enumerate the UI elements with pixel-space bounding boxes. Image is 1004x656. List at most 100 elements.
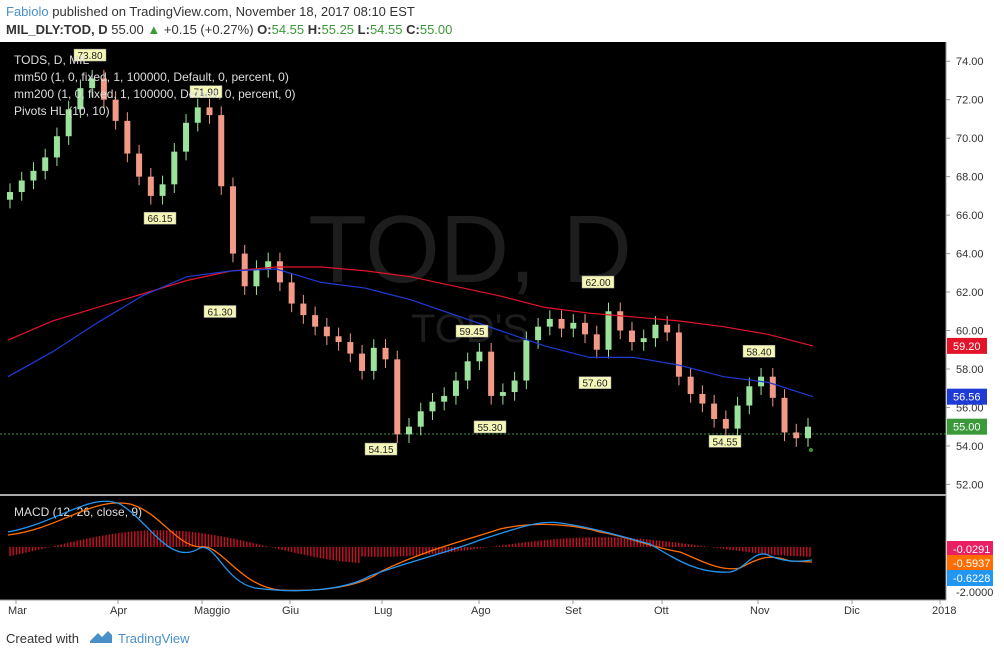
up-arrow-icon: ▲ (147, 22, 161, 37)
pivot-box (578, 376, 612, 389)
time-axis[interactable] (0, 600, 946, 620)
author-link[interactable]: Fabiolo (6, 4, 49, 19)
candle-body (335, 336, 342, 343)
price-label-box (947, 388, 987, 405)
footer: Created with TradingView (0, 620, 1004, 656)
candle-body (65, 109, 72, 137)
ohlc-line: MIL_DLY:TOD, D 55.00 ▲ +0.15 (+0.27%) O:… (6, 22, 452, 37)
legend-mm200[interactable]: mm200 (1, 0, fixed, 1, 100000, Default, … (14, 87, 296, 101)
time-tick-label: Mar (8, 605, 27, 617)
macd-value-box (947, 570, 993, 586)
candle-body (147, 176, 154, 196)
candle-body (42, 157, 49, 171)
price-tick-label: 74.00 (956, 56, 984, 68)
macd-legend[interactable]: MACD (12, 26, close, 9) (14, 505, 142, 519)
pivot-label: 62.00 (585, 278, 610, 289)
pivot-label: 54.55 (712, 437, 737, 448)
symbol: MIL_DLY:TOD, D (6, 22, 108, 37)
candle-body (558, 318, 565, 329)
candle-body (617, 311, 624, 331)
macd-value-labels: -0.0291 -0.5937 -0.6228 (947, 541, 993, 586)
price-axis[interactable] (946, 42, 1004, 620)
candle-body (476, 351, 483, 362)
pivot-label: 58.40 (746, 347, 771, 358)
candle-body (746, 386, 753, 406)
legend-mm50[interactable]: mm50 (1, 0, fixed, 1, 100000, Default, 0… (14, 70, 289, 84)
candle-body (100, 78, 107, 100)
pivot-label: 55.30 (477, 423, 502, 434)
macd-histogram (9, 530, 811, 564)
candle-body (300, 303, 307, 316)
candles (7, 69, 811, 447)
candle-body (605, 311, 612, 350)
candle-body (769, 376, 776, 398)
tradingview-link[interactable]: TradingView (118, 631, 190, 646)
candle-body (417, 411, 424, 427)
pivot-box (143, 211, 177, 225)
pivot-label: 61.30 (207, 308, 232, 319)
pivot-label: 57.60 (582, 379, 607, 390)
candle-body (18, 180, 25, 193)
close-value: 55.00 (419, 22, 453, 37)
pivot-box (742, 345, 776, 358)
candle-body (546, 318, 553, 327)
legend-pivots[interactable]: Pivots HL (10, 10) (14, 104, 110, 118)
price-tick-label: 70.00 (956, 133, 984, 145)
pivot-label: 59.45 (459, 327, 484, 338)
publish-info: Fabiolo published on TradingView.com, No… (6, 4, 415, 19)
pivot-box (364, 442, 398, 456)
macd-value-text: -0.5937 (953, 558, 990, 570)
candle-body (734, 405, 741, 429)
price-label-text: 55.00 (953, 422, 981, 434)
time-tick-label: Dic (844, 605, 860, 617)
candle-body (793, 432, 800, 439)
candle-body (687, 376, 694, 394)
low-value: 54.55 (369, 22, 403, 37)
candle-body (394, 359, 401, 435)
candle-body (112, 99, 119, 121)
candle-body (523, 340, 530, 381)
candle-body (464, 361, 471, 381)
candle-body (593, 334, 600, 350)
chart-header: Fabiolo published on TradingView.com, No… (0, 0, 1004, 42)
macd-value-text: -0.6228 (953, 573, 990, 585)
pivot-box (73, 48, 107, 62)
pivot-box (189, 85, 223, 98)
candle-body (382, 347, 389, 360)
candle-body (652, 324, 659, 339)
candle-body (276, 261, 283, 283)
price-tick-label: 58.00 (956, 364, 984, 376)
macd-value-box (947, 541, 993, 557)
candle-body (406, 426, 412, 435)
candle-body (499, 392, 506, 396)
pivot-label: 54.15 (368, 445, 393, 456)
tradingview-logo-icon[interactable] (88, 629, 114, 650)
last-price: 55.00 (111, 22, 144, 37)
time-ticks: Mar Apr Maggio Giu Lug Ago Set Ott Nov Dic 2018 (8, 600, 956, 617)
time-tick-label: Ott (654, 605, 669, 617)
candle-body (805, 426, 811, 439)
candle-body (89, 78, 96, 89)
legend: TODS, D, MIL mm50 (1, 0, fixed, 1, 10000… (14, 53, 296, 118)
candle-body (628, 330, 635, 343)
price-tick-label: 64.00 (956, 249, 984, 261)
candle-body (265, 261, 272, 269)
candle-body (159, 184, 166, 196)
price-ticks: 52.00 54.00 56.00 58.00 60.00 62.00 64.00 66.00… (946, 56, 984, 491)
price-tick-label: 72.00 (956, 95, 984, 107)
macd-line (7, 500, 813, 592)
candle-body (699, 393, 706, 404)
candle-body (664, 324, 671, 333)
candle-body (77, 88, 84, 110)
pivot-box (203, 305, 237, 318)
macd-value-box (947, 555, 993, 571)
candle-body (288, 282, 295, 304)
candle-body (312, 315, 319, 327)
low-label: L: (357, 22, 370, 37)
chart-area[interactable]: TOD, D TOD'S 52.0054.0056.0058.0060.0062… (0, 42, 1004, 620)
candle-body (441, 395, 448, 402)
candle-body (124, 120, 131, 154)
candle-body (570, 322, 577, 329)
price-pane[interactable] (0, 42, 946, 494)
pivot-labels: 73.80 71.90 66.15 61.30 59.45 54.15 55.30 62.00… (73, 48, 776, 456)
